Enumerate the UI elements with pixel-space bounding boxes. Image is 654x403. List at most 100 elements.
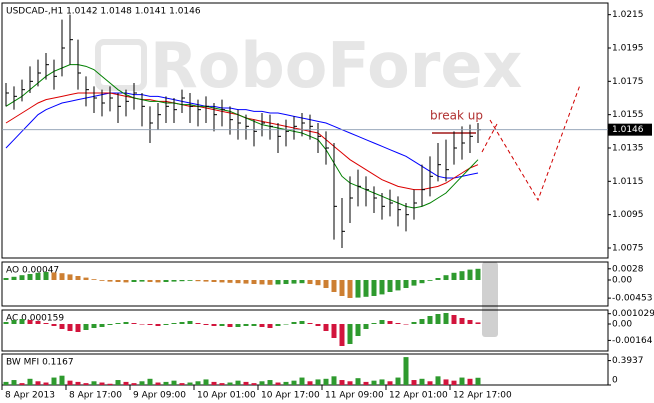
histogram-bar: [475, 268, 481, 280]
histogram-bar: [307, 280, 313, 284]
histogram-bar: [323, 324, 329, 331]
histogram-bar: [435, 314, 441, 324]
histogram-bar: [107, 280, 113, 282]
histogram-bar: [283, 324, 289, 325]
histogram-bar: [443, 379, 449, 385]
histogram-bar: [379, 320, 385, 324]
histogram-bar: [435, 376, 441, 385]
histogram-bar: [411, 380, 417, 385]
y-tick-label: 1.0195: [612, 44, 644, 54]
histogram-bar: [219, 383, 225, 385]
histogram-bar: [147, 280, 153, 282]
histogram-bar: [155, 324, 161, 326]
histogram-bar: [43, 382, 49, 385]
histogram-bar: [51, 272, 57, 280]
histogram-bar: [467, 320, 473, 324]
histogram-bar: [411, 280, 417, 286]
histogram-bar: [451, 315, 457, 324]
x-tick-label: 10 Apr 17:00: [261, 391, 320, 401]
watermark: RoboForex: [150, 29, 522, 102]
histogram-bar: [371, 323, 377, 324]
histogram-bar: [299, 321, 305, 324]
histogram-bar: [19, 275, 25, 280]
histogram-bar: [443, 313, 449, 324]
histogram-bar: [363, 324, 369, 329]
moving-average: [5, 92, 479, 179]
histogram-bar: [139, 324, 145, 325]
histogram-bar: [427, 280, 433, 281]
histogram-bar: [339, 280, 345, 296]
panel-frame: [1, 261, 609, 307]
histogram-bar: [187, 280, 193, 281]
histogram-bar: [283, 280, 289, 284]
panel-title: AC 0.000159: [6, 314, 64, 324]
histogram-bar: [187, 321, 193, 324]
histogram-bar: [75, 276, 81, 280]
histogram-bar: [211, 381, 217, 385]
panel-title: BW MFI 0.1167: [6, 358, 74, 368]
x-tick-label: 10 Apr 01:00: [197, 391, 256, 401]
y-tick-label: 0.00: [612, 320, 632, 330]
histogram-bar: [155, 382, 161, 385]
histogram-bar: [259, 381, 265, 385]
y-tick-label: 0: [612, 376, 618, 386]
histogram-bar: [131, 280, 137, 282]
histogram-bar: [195, 280, 201, 282]
histogram-bar: [211, 280, 217, 282]
histogram-bar: [59, 273, 65, 280]
histogram-bar: [355, 280, 361, 298]
histogram-bar: [363, 280, 369, 297]
histogram-bar: [467, 378, 473, 385]
histogram-bar: [315, 280, 321, 286]
histogram-bar: [131, 383, 137, 385]
histogram-bar: [259, 324, 265, 327]
y-tick-label: 0.3937: [612, 356, 644, 366]
histogram-bar: [251, 324, 257, 326]
last-price-box: [608, 123, 652, 136]
histogram-bar: [51, 324, 57, 326]
histogram-bar: [315, 379, 321, 385]
histogram-bar: [67, 380, 73, 385]
histogram-bar: [395, 323, 401, 324]
histogram-bar: [99, 324, 105, 327]
histogram-bar: [163, 280, 169, 282]
histogram-bar: [99, 382, 105, 385]
panel-frame: [1, 353, 609, 386]
histogram-bar: [267, 324, 273, 328]
histogram-bar: [363, 381, 369, 385]
x-tick-label: 9 Apr 09:00: [133, 391, 186, 401]
histogram-bar: [43, 272, 49, 280]
histogram-bar: [275, 324, 281, 326]
histogram-bar: [347, 381, 353, 385]
histogram-bar: [123, 322, 129, 324]
histogram-bar: [11, 276, 17, 280]
histogram-bar: [275, 382, 281, 385]
histogram-bar: [395, 377, 401, 385]
histogram-bar: [163, 324, 169, 325]
histogram-bar: [27, 274, 33, 280]
histogram-bar: [379, 280, 385, 295]
histogram-bar: [459, 271, 465, 280]
forecast-line: [489, 84, 581, 202]
histogram-bar: [179, 383, 185, 385]
y-tick-label: -0.00164: [612, 336, 653, 346]
histogram-bar: [411, 322, 417, 324]
histogram-bar: [203, 324, 209, 325]
histogram-bar: [107, 324, 113, 325]
histogram-bar: [59, 375, 65, 385]
histogram-bar: [395, 280, 401, 291]
histogram-bar: [3, 322, 9, 324]
histogram-bar: [475, 322, 481, 324]
histogram-bar: [403, 357, 409, 385]
histogram-bar: [171, 323, 177, 324]
histogram-bar: [251, 383, 257, 385]
histogram-bar: [203, 379, 209, 385]
histogram-bar: [91, 324, 97, 328]
histogram-bar: [331, 280, 337, 292]
histogram-bar: [139, 381, 145, 385]
histogram-bar: [27, 320, 33, 324]
y-tick-label: 1.0175: [612, 77, 644, 87]
histogram-bar: [83, 383, 89, 385]
histogram-bar: [259, 280, 265, 285]
y-tick-label: -0.00453: [612, 294, 652, 304]
